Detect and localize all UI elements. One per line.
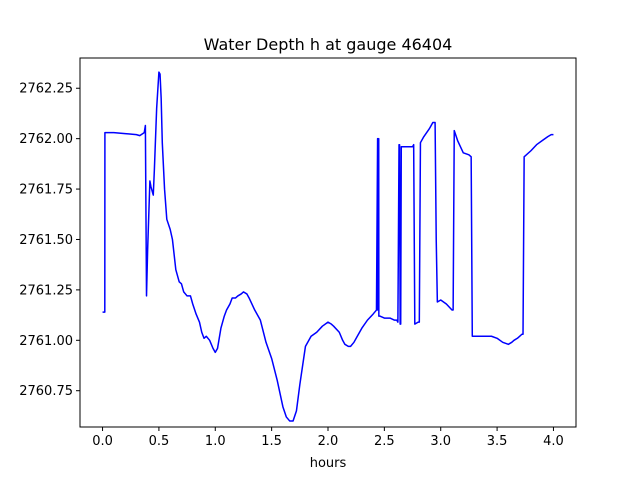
x-tick-label: 4.0 — [543, 434, 564, 449]
y-tick-label: 2761.25 — [19, 283, 73, 298]
x-axis-label: hours — [310, 456, 347, 471]
y-tick-label: 2762.25 — [19, 82, 73, 97]
x-tick-label: 2.5 — [374, 434, 395, 449]
x-tick-label: 3.0 — [430, 434, 451, 449]
y-tick-label: 2760.75 — [19, 384, 73, 399]
y-tick-label: 2761.75 — [19, 183, 73, 198]
y-tick-label: 2761.00 — [19, 334, 73, 349]
x-tick-label: 2.0 — [318, 434, 339, 449]
y-tick-label: 2761.50 — [19, 233, 73, 248]
x-tick-label: 1.5 — [261, 434, 282, 449]
x-tick-label: 0.5 — [149, 434, 170, 449]
x-tick-label: 1.0 — [205, 434, 226, 449]
x-tick-label: 3.5 — [487, 434, 508, 449]
x-tick-label: 0.0 — [92, 434, 113, 449]
chart-title: Water Depth h at gauge 46404 — [204, 35, 453, 54]
series-line-1 — [102, 71, 554, 422]
plot-area — [102, 71, 554, 422]
x-axis: 0.0 0.5 1.0 1.5 2.0 2.5 3.0 3.5 4.0 — [92, 427, 564, 449]
y-tick-label: 2762.00 — [19, 132, 73, 147]
y-axis: 2760.75 2761.00 2761.25 2761.50 2761.75 2762.… — [19, 82, 80, 399]
